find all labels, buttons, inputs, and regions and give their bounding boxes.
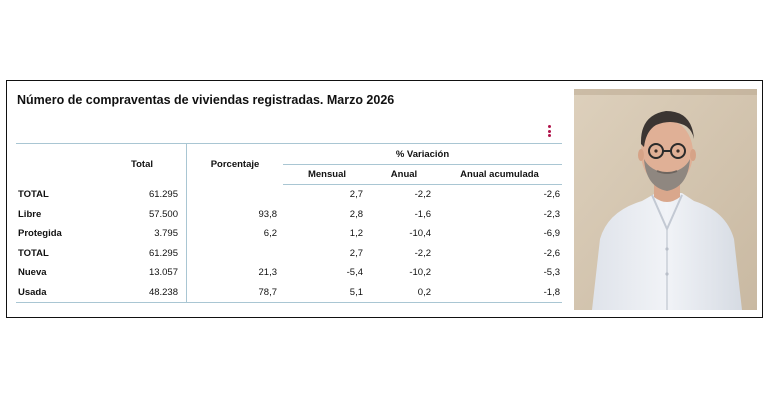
header-anual: Anual [371,164,437,185]
header-porcentaje: Porcentaje [186,143,283,185]
cell-anual: 0,2 [371,282,437,303]
cell-anual: -1,6 [414,208,431,220]
row-label: Usada [16,282,98,303]
cell-total: 57.500 [98,204,187,224]
header-mensual: Mensual [283,164,371,185]
header-acumulada: Anual acumulada [437,164,562,185]
cell-mensual: 5,1 [283,282,371,303]
cell-pct: 21,3 [258,267,278,279]
table-row: Nueva 13.057 21,3 -5,4 -10,2 -5,3 [16,263,562,283]
cell-acumulada: -2,3 [543,208,560,220]
cell-anual: -10,2 [409,267,431,279]
cell-total: 13.057 [98,263,187,283]
data-table: Total Porcentaje % Variación Mensual Anu… [16,143,562,303]
cell-acumulada: -1,8 [437,282,562,303]
row-label: Protegida [18,228,62,240]
cell-total: 48.238 [98,282,187,303]
table-row: Protegida 3.795 6,2 1,2 -10,4 -6,9 [16,224,562,244]
row-label: TOTAL [18,189,49,200]
cell-acumulada: -5,3 [543,267,560,279]
cell-mensual: -5,4 [346,267,363,279]
cell-total: 61.295 [98,243,187,263]
row-label: Nueva [18,267,47,279]
cell-acumulada: -2,6 [543,189,560,201]
cell-pct [187,185,284,205]
cell-anual: -10,4 [409,228,431,240]
header-variacion: % Variación [283,143,562,165]
cell-total: 3.795 [98,224,187,244]
table-row: TOTAL 61.295 2,7 -2,2 -2,6 [16,184,562,205]
cell-acumulada: -6,9 [543,228,560,240]
cell-pct [187,244,284,264]
cell-mensual: 1,2 [349,228,363,240]
cell-pct: 93,8 [258,208,278,220]
header-total: Total [98,143,187,185]
table-row: Usada 48.238 78,7 5,1 0,2 -1,8 [16,282,562,303]
row-label: Libre [18,208,42,220]
cell-anual: -2,2 [414,247,431,259]
table-title: Número de compraventas de viviendas regi… [17,93,395,107]
cell-mensual: 2,7 [349,247,363,259]
table-row: TOTAL 61.295 2,7 -2,2 -2,6 [16,243,562,264]
cell-mensual: 2,7 [349,189,363,201]
cell-acumulada: -2,6 [543,247,560,259]
vertical-dots-icon[interactable] [548,125,552,139]
content-frame: Número de compraventas de viviendas regi… [6,80,763,318]
header-empty [16,143,98,185]
table-row: Libre 57.500 93,8 2,8 -1,6 -2,3 [16,204,562,224]
cell-anual: -2,2 [414,189,431,201]
cell-pct: 78,7 [186,282,283,303]
cell-mensual: 2,8 [349,208,363,220]
row-label: TOTAL [18,247,49,259]
portrait-photo [574,89,757,310]
cell-pct: 6,2 [263,228,277,240]
cell-total: 61.295 [98,184,187,205]
